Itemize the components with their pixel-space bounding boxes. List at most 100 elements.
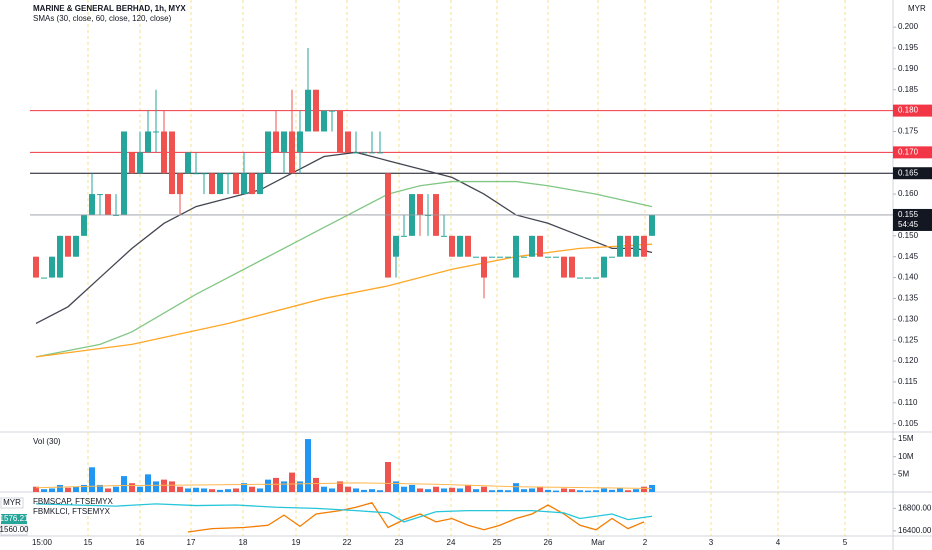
tag-box [0,497,24,509]
index-line [35,503,653,523]
symbol-title[interactable]: MARINE & GENERAL BERHAD, 1h, MYX [33,4,186,13]
level-tag [893,104,932,117]
x-tick-label: 22 [343,538,352,547]
candle-body [633,235,639,257]
candle-body [649,214,655,236]
volume-label[interactable]: Vol (30) [33,437,61,446]
candle-body [321,110,327,132]
x-tick-label: 23 [395,538,404,547]
candle-body [609,256,615,258]
volume-bar [89,467,95,492]
candle-body [353,152,359,154]
volume-bar [289,472,295,492]
last-price-tag [893,208,932,231]
x-tick-label: 15 [84,538,93,547]
x-tick-label: 26 [544,538,553,547]
volume-bar [457,488,463,492]
volume-bar [281,481,287,492]
volume-bar [545,489,551,492]
volume-bar [513,483,519,492]
candle-body [257,173,263,195]
y-tick-label: 15M [898,434,914,443]
y-tick-label: 0.105 [898,419,919,428]
volume-bar [593,490,599,492]
pane-tag: MYR [3,498,21,507]
level-tag [893,146,932,159]
candle-body [329,110,335,112]
volume-bar [257,488,263,492]
candle-body [401,235,407,237]
volume-bar [337,481,343,492]
candle-body [169,131,175,195]
candle-body [553,256,559,258]
sma-line [35,243,653,358]
volume-bar [489,490,495,492]
candle-body [57,235,63,278]
candle-body [601,256,607,278]
volume-bar [121,476,127,492]
volume-bar [625,490,631,492]
candle-body [41,277,47,279]
x-tick-label: Mar [591,538,605,547]
volume-bar [497,489,503,492]
candle-body [593,277,599,279]
countdown-label: 54:45 [898,220,919,229]
y-tick-label: 0.195 [898,43,919,52]
volume-bar [65,487,71,492]
candle-body [625,235,631,257]
y-tick-label: 0.140 [898,273,919,282]
candle-body [393,235,399,257]
candle-body [81,214,87,236]
volume-bar [105,488,111,492]
index-label[interactable]: FBMSCAP, FTSEMYX [33,497,114,506]
candle-body [537,235,543,257]
x-tick-label: 15:00 [32,538,53,547]
y-tick-label: 0.175 [898,127,919,136]
candle-body [129,152,135,174]
volume-bar [305,439,311,492]
volume-bar [585,490,591,492]
candle-body [441,235,447,237]
candle-body [153,131,159,133]
candle-body [209,173,215,195]
y-tick-label: 0.125 [898,335,919,344]
candle-body [121,131,127,215]
volume-bar [617,487,623,492]
volume-bar [465,484,471,492]
candle-body [337,110,343,153]
candle-body [361,152,367,154]
volume-ma [35,482,653,489]
indicator-label[interactable]: SMAs (30, close, 60, close, 120, close) [33,14,172,23]
volume-bar [297,481,303,492]
volume-bar [385,462,391,492]
pane-tag: 1560.00 [0,525,29,534]
candle-body [217,173,223,195]
volume-bar [425,489,431,492]
candle-body [249,173,255,195]
volume-bar [129,483,135,492]
candle-body [345,131,351,153]
volume-bar [369,489,375,492]
candle-body [225,173,231,175]
candle-body [145,131,151,153]
volume-bar [505,490,511,492]
y-tick-label: 0.115 [898,377,918,386]
candle-body [457,235,463,257]
index-label[interactable]: FBMKLCI, FTSEMYX [33,507,111,516]
y-tick-label: 0.110 [898,398,918,407]
x-tick-label: 19 [292,538,301,547]
candle-body [505,256,511,258]
volume-bar [97,484,103,492]
candle-body [569,256,575,278]
volume-bar [241,483,247,492]
volume-bar [449,487,455,492]
level-label: 0.170 [898,147,919,156]
volume-bar [73,486,79,492]
volume-bar [321,486,327,492]
candle-body [481,256,487,278]
candle-body [449,235,455,257]
x-tick-label: 16 [136,538,145,547]
volume-bar [169,481,175,492]
level-label: 0.180 [898,106,919,115]
